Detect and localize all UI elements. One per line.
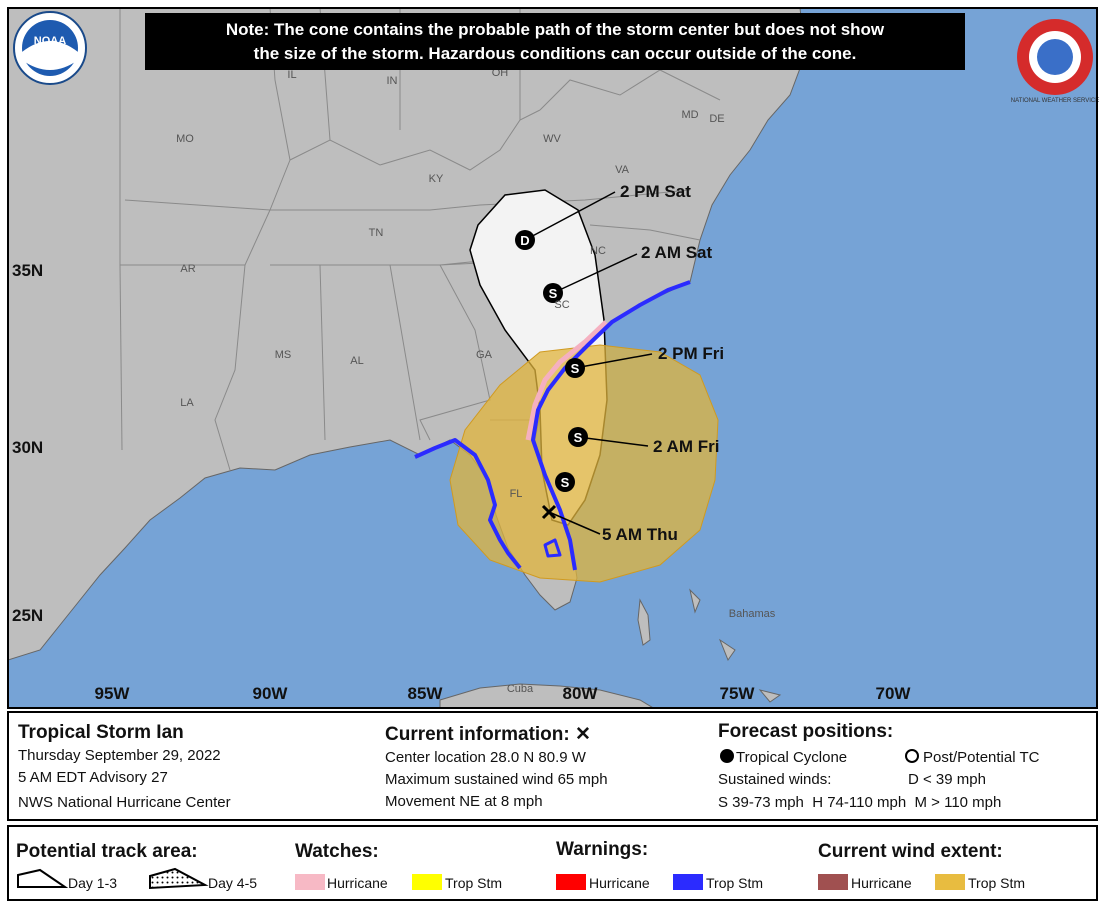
tc-icon (720, 749, 734, 763)
point-symbol: S (561, 475, 570, 490)
point-symbol: S (571, 361, 580, 376)
swatch (295, 874, 325, 890)
lon-label: 95W (95, 684, 131, 703)
note-box (145, 13, 965, 70)
state-label: GA (476, 349, 493, 361)
warnings (414, 280, 691, 571)
nws-text: NATIONAL WEATHER SERVICE (1011, 98, 1099, 104)
state-label: LA (180, 397, 194, 409)
legend-item: Hurricane (327, 875, 388, 891)
forecast-point (565, 358, 585, 378)
state-label: MD (681, 109, 698, 121)
state-label: AL (350, 355, 363, 367)
current-title: Current information: ✕ (385, 724, 591, 745)
storm-name: Tropical Storm Ian (18, 722, 184, 743)
cuba (439, 683, 655, 708)
swatch (556, 874, 586, 890)
forecast-item: D < 39 mph (908, 771, 986, 788)
forecast-label: 2 AM Fri (653, 437, 719, 456)
info-panel (7, 711, 1098, 821)
legend-title: Current wind extent: (818, 841, 1003, 862)
swatch (818, 874, 848, 890)
forecast-point (515, 230, 535, 250)
storm-line: NWS National Hurricane Center (18, 794, 231, 811)
lon-label: 75W (720, 684, 756, 703)
land (8, 8, 806, 661)
map-frame (7, 7, 1098, 709)
legend-item: Day 4-5 (208, 875, 257, 891)
state-label: Bahamas (729, 608, 776, 620)
nws-logo: NATIONAL WEATHER SERVICE (1011, 19, 1099, 104)
forecast-title: Forecast positions: (718, 721, 893, 742)
forecast-item: Sustained winds: (718, 771, 831, 788)
forecast-label: 2 AM Sat (641, 243, 713, 262)
lat-label: 25N (12, 606, 43, 625)
forecast-item: S 39-73 mph H 74-110 mph M > 110 mph (718, 794, 1001, 811)
current-line: Center location 28.0 N 80.9 W (385, 749, 587, 766)
forecast-point (568, 427, 588, 447)
legend-title: Watches: (295, 841, 379, 862)
lat-label: 30N (12, 438, 43, 457)
point-symbol: S (574, 430, 583, 445)
post-icon (905, 749, 919, 763)
lon-label: 85W (408, 684, 444, 703)
noaa-logo: NOAA (13, 11, 87, 85)
forecast-label: 2 PM Sat (620, 182, 691, 201)
point-symbol: S (549, 286, 558, 301)
forecast-points: D 2 PM Sat S 2 AM Sat S 2 PM Fri S 2 AM Fri S (515, 182, 724, 492)
current-line: Movement NE at 8 mph (385, 793, 543, 810)
storm-line: Thursday September 29, 2022 (18, 747, 221, 764)
state-label: FL (510, 488, 523, 500)
state-label: KY (429, 173, 444, 185)
swatch (673, 874, 703, 890)
current-line: Maximum sustained wind 65 mph (385, 771, 608, 788)
legend-item: Trop Stm (445, 875, 502, 891)
legend-title: Potential track area: (16, 841, 198, 862)
day13-icon (17, 868, 69, 888)
state-label: TN (369, 227, 384, 239)
noaa-text: NOAA (34, 35, 66, 47)
state-label: AR (180, 263, 195, 275)
legend-panel (7, 825, 1098, 901)
forecast-item: Tropical Cyclone (736, 749, 847, 766)
map (8, 8, 1097, 708)
state-label: SC (554, 299, 569, 311)
forecast-point (555, 472, 575, 492)
note: Note: The cone contains the probable pat… (226, 20, 885, 39)
legend-item: Trop Stm (706, 875, 763, 891)
lon-label: 90W (253, 684, 289, 703)
legend-item: Trop Stm (968, 875, 1025, 891)
state-label: Cuba (507, 683, 534, 695)
state-label: MO (176, 133, 194, 145)
lon-label: 70W (876, 684, 912, 703)
state-label: WV (543, 133, 561, 145)
state-label: NC (590, 245, 606, 257)
track (524, 191, 653, 535)
legend-item: Day 1-3 (68, 875, 117, 891)
state-label: IN (387, 75, 398, 87)
lat-label: 35N (12, 261, 43, 280)
storm-line: 5 AM EDT Advisory 27 (18, 769, 168, 786)
swatch (935, 874, 965, 890)
bahamas (637, 588, 782, 703)
current-label: 5 AM Thu (602, 525, 678, 544)
state-label: IL (287, 69, 296, 81)
wind-extent (449, 344, 719, 583)
lon-label: 80W (563, 684, 599, 703)
forecast-label: 2 PM Fri (658, 344, 724, 363)
legend-item: Hurricane (589, 875, 650, 891)
note: the size of the storm. Hazardous conditi… (254, 44, 857, 63)
day45-icon (149, 867, 209, 890)
legend-item: Hurricane (851, 875, 912, 891)
legend-title: Warnings: (556, 839, 648, 860)
current-position (541, 504, 557, 520)
state-label: VA (615, 164, 630, 176)
swatch (412, 874, 442, 890)
forecast-point (543, 283, 563, 303)
point-symbol: D (520, 233, 529, 248)
state-label: DE (709, 113, 724, 125)
forecast-item: Post/Potential TC (923, 749, 1040, 766)
state-label: MS (275, 349, 292, 361)
